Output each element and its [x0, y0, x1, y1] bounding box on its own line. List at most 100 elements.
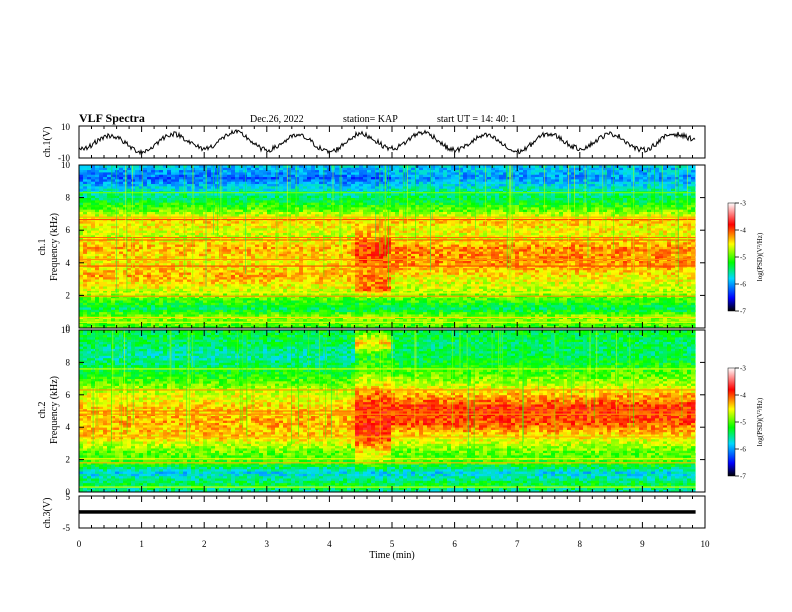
spectrogram-cell: [147, 307, 151, 310]
spectrogram-cell: [663, 314, 667, 317]
spectrogram-cell: [99, 314, 103, 317]
spectrogram-cell: [407, 312, 411, 315]
spectrogram-cell: [231, 309, 235, 312]
spectrogram-cell: [343, 307, 347, 310]
spectrogram-cell: [551, 314, 555, 317]
spectrogram-cell: [647, 309, 651, 312]
spectrogram-cell: [399, 309, 403, 312]
spectrogram-cell: [147, 309, 151, 312]
spectrogram-cell: [187, 309, 191, 312]
spectrogram-cell: [343, 323, 347, 326]
spectrogram-cell: [279, 312, 283, 315]
spectrogram-cell: [187, 307, 191, 310]
spectrogram-cell: [419, 319, 423, 322]
spectrogram-cell: [487, 309, 491, 312]
spectrogram-cell: [119, 309, 123, 312]
spectrogram-cell: [171, 307, 175, 310]
spectrogram-cell: [423, 323, 427, 326]
spectrogram-cell: [603, 319, 607, 322]
spectrogram-cell: [587, 314, 591, 317]
spectrogram-cell: [119, 312, 123, 315]
spectrogram-cell: [671, 312, 675, 315]
spectrogram-cell: [343, 314, 347, 317]
spectrogram-cell: [299, 319, 303, 322]
spectrogram-cell: [439, 307, 443, 310]
spectrogram-cell: [83, 323, 87, 326]
spectrogram-cell: [95, 314, 99, 317]
spectrogram-cell: [83, 309, 87, 312]
spectrogram-cell: [531, 314, 535, 317]
spectrogram-cell: [419, 307, 423, 310]
spectrogram-cell: [319, 309, 323, 312]
spectrogram-cell: [359, 319, 363, 322]
spectrogram-cell: [219, 323, 223, 326]
spectrogram-cell: [235, 323, 239, 326]
spectrogram-cell: [563, 319, 567, 322]
spectrogram-cell: [675, 323, 679, 326]
spectrogram-cell: [491, 309, 495, 312]
spectrogram-cell: [87, 314, 91, 317]
spectrogram-cell: [223, 323, 227, 326]
spectrogram-cell: [583, 312, 587, 315]
spectrogram-cell: [235, 314, 239, 317]
spectrogram-cell: [359, 314, 363, 317]
spectrogram-cell: [83, 314, 87, 317]
spectrogram-cell: [223, 307, 227, 310]
spectrogram-cell: [195, 309, 199, 312]
spectrogram-cell: [431, 314, 435, 317]
spectrogram-cell: [483, 323, 487, 326]
spectrogram-cell: [203, 323, 207, 326]
spectrogram-cell: [119, 314, 123, 317]
spectrogram-cell: [267, 312, 271, 315]
spectrogram-cell: [583, 319, 587, 322]
spectrogram-cell: [207, 312, 211, 315]
spectrogram-cell: [399, 323, 403, 326]
spectrogram-cell: [159, 314, 163, 317]
spectrogram-cell: [607, 309, 611, 312]
spectrogram-cell: [331, 307, 335, 310]
spectrogram-cell: [571, 319, 575, 322]
spectrogram-cell: [507, 319, 511, 322]
spectrogram-cell: [643, 309, 647, 312]
spectrogram-cell: [435, 314, 439, 317]
spectrogram-cell: [551, 309, 555, 312]
spectrogram-cell: [503, 319, 507, 322]
spectrogram-cell: [475, 314, 479, 317]
spectrogram-cell: [427, 312, 431, 315]
spectrogram-cell: [203, 314, 207, 317]
spectrogram-cell: [295, 309, 299, 312]
spectrogram-cell: [179, 307, 183, 310]
spectrogram-cell: [391, 314, 395, 317]
spectrogram-cell: [327, 309, 331, 312]
spectrogram-cell: [347, 323, 351, 326]
spectrogram-cell: [559, 319, 563, 322]
spectrogram-cell: [443, 312, 447, 315]
spectrogram-cell: [87, 307, 91, 310]
spectrogram-cell: [679, 312, 683, 315]
spectrogram-cell: [383, 309, 387, 312]
spectrogram-cell: [467, 309, 471, 312]
spectrogram-cell: [311, 312, 315, 315]
spectrogram-cell: [539, 314, 543, 317]
spectrogram-cell: [159, 323, 163, 326]
spectrogram-cell: [523, 319, 527, 322]
spectrogram-cell: [135, 314, 139, 317]
spectrogram-cell: [671, 319, 675, 322]
spectrogram-cell: [371, 309, 375, 312]
spectrogram-cell: [687, 309, 691, 312]
spectrogram-cell: [103, 307, 107, 310]
spectrogram-cell: [239, 309, 243, 312]
spectrogram-cell: [491, 323, 495, 326]
spectrogram-cell: [319, 312, 323, 315]
spectrogram-cell: [687, 314, 691, 317]
spectrogram-cell: [87, 312, 91, 315]
spectrogram-cell: [691, 323, 695, 326]
spectrogram-cell: [123, 319, 127, 322]
spectrogram-cell: [367, 323, 371, 326]
spectrogram-cell: [119, 319, 123, 322]
spectrogram-cell: [463, 312, 467, 315]
spectrogram-cell: [527, 309, 531, 312]
spectrogram-cell: [691, 309, 695, 312]
spectrogram-cell: [391, 312, 395, 315]
spectrogram-cell: [171, 314, 175, 317]
